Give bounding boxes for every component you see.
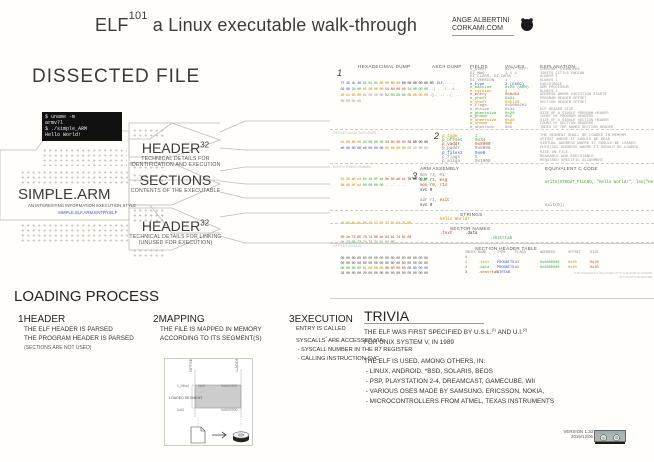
- svg-text:0x8000000: 0x8000000: [221, 408, 237, 412]
- svg-text:OFFSET: OFFSET: [188, 359, 193, 372]
- svg-text:0x8000000: 0x8000000: [221, 384, 237, 388]
- svg-text:0x00: 0x00: [198, 384, 205, 388]
- svg-text:LOADED SEGMENT: LOADED SEGMENT: [169, 396, 203, 400]
- svg-text:V.ADDRESS: V.ADDRESS: [234, 359, 239, 372]
- svg-text:☺: ☺: [601, 435, 605, 440]
- svg-text:1_0ffset: 1_0ffset: [177, 384, 189, 388]
- svg-text:0x00: 0x00: [177, 408, 184, 412]
